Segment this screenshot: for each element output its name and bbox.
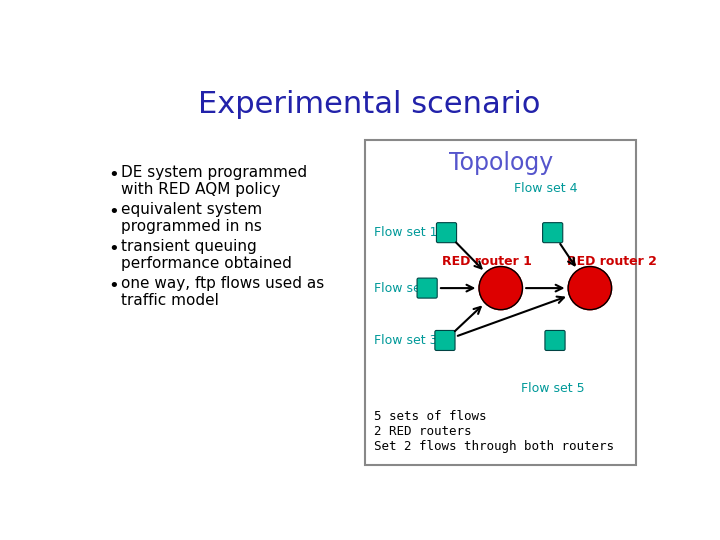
Text: one way, ftp flows used as
traffic model: one way, ftp flows used as traffic model bbox=[121, 276, 324, 308]
FancyBboxPatch shape bbox=[545, 330, 565, 350]
Text: 5 sets of flows
2 RED routers
Set 2 flows through both routers: 5 sets of flows 2 RED routers Set 2 flow… bbox=[374, 410, 614, 453]
FancyBboxPatch shape bbox=[436, 222, 456, 242]
Text: Flow set 4: Flow set 4 bbox=[513, 181, 577, 194]
Text: Topology: Topology bbox=[449, 151, 553, 176]
Text: Flow set 1: Flow set 1 bbox=[374, 226, 438, 239]
Text: RED router 2: RED router 2 bbox=[567, 255, 657, 268]
Circle shape bbox=[568, 267, 611, 309]
FancyBboxPatch shape bbox=[417, 278, 437, 298]
Bar bbox=[365, 140, 636, 465]
Circle shape bbox=[479, 267, 523, 309]
Text: DE system programmed
with RED AQM policy: DE system programmed with RED AQM policy bbox=[121, 165, 307, 197]
Text: Experimental scenario: Experimental scenario bbox=[198, 90, 540, 119]
Text: transient queuing
performance obtained: transient queuing performance obtained bbox=[121, 239, 292, 271]
Text: •: • bbox=[109, 204, 120, 221]
FancyBboxPatch shape bbox=[543, 222, 563, 242]
Text: •: • bbox=[109, 278, 120, 295]
FancyBboxPatch shape bbox=[435, 330, 455, 350]
Text: Flow set 2: Flow set 2 bbox=[374, 281, 438, 295]
Text: RED router 1: RED router 1 bbox=[442, 255, 532, 268]
Text: equivalent system
programmed in ns: equivalent system programmed in ns bbox=[121, 202, 262, 234]
Text: •: • bbox=[109, 166, 120, 185]
Text: Flow set 5: Flow set 5 bbox=[521, 382, 585, 395]
Text: •: • bbox=[109, 240, 120, 258]
Text: Flow set 3: Flow set 3 bbox=[374, 334, 438, 347]
